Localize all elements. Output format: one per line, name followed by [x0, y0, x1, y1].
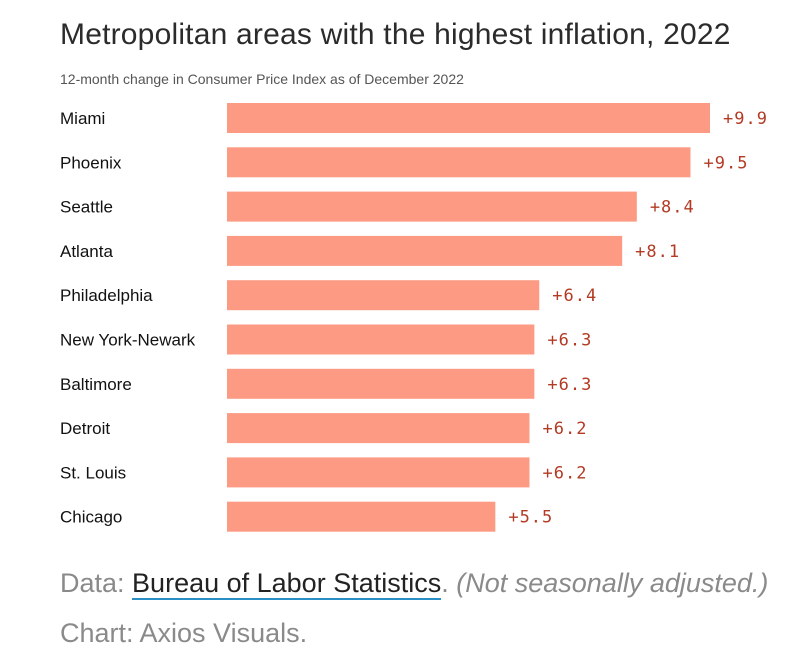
value-label-phoenix: +9.5 [703, 153, 748, 173]
value-label-baltimore: +6.3 [547, 375, 592, 395]
category-label-chicago: Chicago [60, 508, 122, 527]
chart-subtitle: 12-month change in Consumer Price Index … [60, 71, 464, 87]
bar-phoenix [227, 147, 691, 178]
bar-atlanta [227, 235, 623, 266]
value-label-chicago: +5.5 [508, 508, 553, 528]
bar-philadelphia [227, 280, 540, 311]
bar-seattle [227, 191, 637, 222]
footer-credit: Chart: Axios Visuals. [60, 618, 308, 648]
category-label-baltimore: Baltimore [60, 375, 132, 394]
value-label-seattle: +8.4 [650, 198, 695, 218]
chart-title: Metropolitan areas with the highest infl… [60, 18, 731, 51]
footer-note: (Not seasonally adjusted.) [456, 568, 769, 598]
footer-data-prefix: Data: [60, 568, 133, 598]
category-label-atlanta: Atlanta [60, 242, 113, 261]
category-label-seattle: Seattle [60, 198, 113, 217]
bar-st-louis [227, 457, 530, 488]
bar-chart: Miami +9.9 Phoenix +9.5 Seattle +8.4 Atlanta +8… [60, 103, 768, 532]
bar-detroit [227, 413, 530, 444]
category-label-philadelphia: Philadelphia [60, 286, 153, 305]
bar-miami [227, 103, 710, 133]
category-label-st-louis: St. Louis [60, 463, 126, 482]
category-label-new-york-newark: New York-Newark [60, 331, 196, 350]
value-label-detroit: +6.2 [542, 419, 587, 439]
value-label-new-york-newark: +6.3 [547, 331, 592, 351]
chart-footer: Data: Bureau of Labor Statistics. (Not s… [60, 558, 780, 658]
category-label-detroit: Detroit [60, 419, 110, 438]
value-label-philadelphia: +6.4 [552, 286, 597, 306]
bar-chicago [227, 501, 496, 532]
footer-after-link: . [441, 568, 457, 598]
bar-baltimore [227, 368, 535, 399]
source-link[interactable]: Bureau of Labor Statistics [132, 568, 442, 600]
category-label-miami: Miami [60, 109, 105, 128]
value-label-miami: +9.9 [723, 109, 768, 129]
category-label-phoenix: Phoenix [60, 153, 122, 172]
value-label-st-louis: +6.2 [542, 463, 587, 483]
bar-new-york-newark [227, 324, 535, 355]
value-label-atlanta: +8.1 [635, 242, 680, 262]
